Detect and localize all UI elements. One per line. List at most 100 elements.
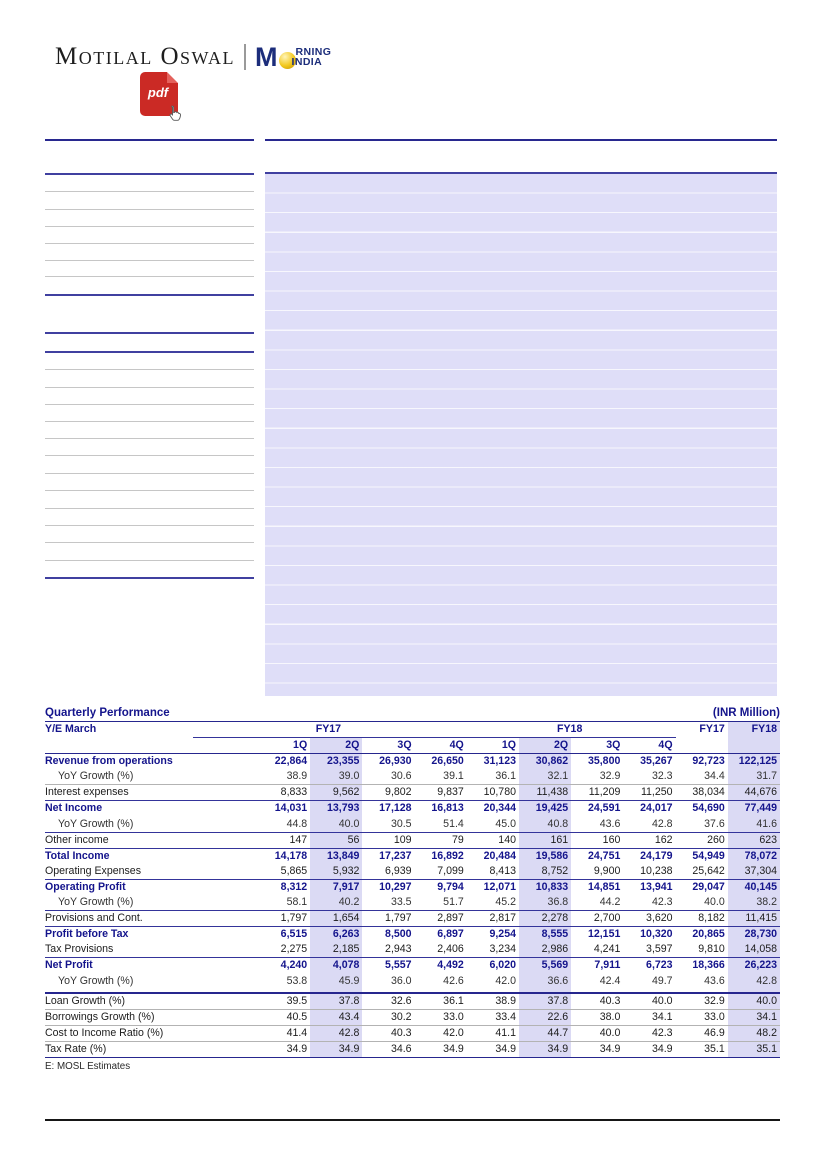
cell-value: 23,355	[310, 753, 363, 770]
cell-value: 42.6	[414, 973, 467, 994]
cell-value: 6,897	[437, 928, 464, 941]
cell-value: 11,438	[518, 784, 572, 802]
table-row: Profit before Tax 6,515 6,263 8,500 6,897 9,2…	[45, 926, 780, 943]
cell-value: 38.2	[727, 895, 780, 912]
group-header-fy18: FY18	[466, 722, 676, 739]
redacted-block-top-rule	[265, 172, 777, 174]
header-rule-left	[45, 139, 254, 142]
cell-value: 7,911	[594, 959, 621, 972]
cell-value: 10,833	[518, 879, 572, 896]
cell-value: 24,591	[587, 802, 621, 815]
redacted-line	[45, 508, 254, 510]
cell-value: 6,723	[646, 959, 673, 972]
row-label: Loan Growth (%)	[45, 992, 258, 1010]
row-label: Interest expenses	[45, 784, 258, 802]
cell-value: 17,237	[379, 849, 412, 862]
cell-value: 40.8	[518, 816, 572, 833]
cell-value: 42.8	[310, 1025, 363, 1042]
cell-value: 12,071	[483, 880, 516, 893]
quarter-header: 2Q	[310, 737, 363, 755]
cell-value: 36.1	[466, 769, 519, 786]
table-row: Operating Profit 8,312 7,917 10,297 9,794 12,…	[45, 879, 780, 896]
cell-value: 4,078	[310, 957, 363, 974]
cell-value: 8,182	[675, 910, 728, 928]
cell-value: 42.4	[571, 973, 624, 994]
redacted-line	[45, 542, 254, 544]
cell-value: 36.0	[362, 973, 415, 994]
cell-value: 1,654	[310, 910, 363, 928]
cell-value: 11,250	[623, 784, 676, 802]
cell-value: 40.0	[623, 992, 676, 1010]
cell-value: 14,031	[274, 802, 308, 815]
table-row: Tax Provisions 2,275 2,185 2,943 2,406 3,234 2…	[45, 942, 780, 959]
cell-value: 3,597	[623, 942, 676, 959]
redacted-line	[45, 226, 254, 228]
cell-value: 31.7	[727, 769, 780, 786]
cell-value: 34.9	[258, 1041, 311, 1058]
cell-value: 44.2	[571, 895, 624, 912]
cell-value: 46.9	[675, 1025, 728, 1042]
motilal-oswal-logo: Motilal Oswal M RNING INDIA	[55, 42, 331, 72]
quarter-header: 2Q	[518, 737, 572, 755]
group-header-fy17: FY17	[193, 722, 467, 739]
row-label: Other income	[45, 832, 258, 849]
cell-value: 20,344	[483, 802, 516, 815]
row-label: Cost to Income Ratio (%)	[45, 1025, 258, 1042]
cell-value: 34.9	[623, 1041, 676, 1058]
row-label: YoY Growth (%)	[45, 973, 258, 994]
cell-value: 2,185	[310, 942, 363, 959]
cell-value: 140	[466, 832, 519, 849]
table-row: Net Income 14,031 13,793 17,128 16,813 20,344…	[45, 800, 780, 817]
redacted-line	[45, 276, 254, 278]
morning-india-logo: M RNING INDIA	[255, 42, 331, 72]
cell-value: 41.6	[727, 816, 780, 833]
morning-m-letter: M	[255, 42, 278, 72]
cell-value: 37.6	[675, 816, 728, 833]
cell-value: 17,128	[379, 802, 412, 815]
cell-value: 20,865	[692, 928, 725, 941]
cell-value: 35,800	[587, 755, 621, 768]
cell-value: 4,241	[571, 942, 624, 959]
cell-value: 24,017	[640, 802, 673, 815]
cell-value: 1,797	[362, 910, 415, 928]
cell-value: 10,320	[640, 928, 673, 941]
table-row: Provisions and Cont. 1,797 1,654 1,797 2,897…	[45, 910, 780, 928]
cell-value: 22,864	[274, 755, 308, 768]
cell-value: 56	[310, 832, 363, 849]
table-row: YoY Growth (%) 38.9 39.0 30.6 39.1 36.1 32.1 32…	[45, 769, 780, 786]
cell-value: 26,223	[727, 957, 780, 974]
cell-value: 3,234	[466, 942, 519, 959]
pdf-download-icon[interactable]: pdf	[140, 72, 181, 121]
cell-value: 34.9	[414, 1041, 467, 1058]
cell-value: 33.0	[675, 1009, 728, 1026]
cell-value: 40.5	[258, 1009, 311, 1026]
table-row: Cost to Income Ratio (%) 41.4 42.8 40.3 42.0…	[45, 1025, 780, 1042]
morning-word-bottom: INDIA	[291, 56, 323, 68]
cell-value: 41.4	[258, 1025, 311, 1042]
cell-value: 34.9	[310, 1041, 363, 1058]
quarter-header: 4Q	[623, 737, 676, 755]
sun-icon	[278, 51, 296, 69]
cell-value: 13,941	[640, 880, 673, 893]
redacted-line	[45, 421, 254, 423]
axis-label: Y/E March	[45, 723, 97, 736]
cell-value: 36.6	[518, 973, 572, 994]
cell-value: 32.1	[518, 769, 572, 786]
cell-value: 39.0	[310, 769, 363, 786]
redacted-line	[45, 351, 254, 353]
cell-value: 32.9	[571, 769, 624, 786]
cell-value: 4,492	[437, 959, 464, 972]
cell-value: 40.0	[310, 816, 363, 833]
row-label: YoY Growth (%)	[45, 769, 258, 786]
table-row: YoY Growth (%) 44.8 40.0 30.5 51.4 45.0 40.8 43…	[45, 816, 780, 833]
cell-value: 12,151	[587, 928, 621, 941]
cell-value: 9,802	[362, 784, 415, 802]
cell-value: 44.7	[518, 1025, 572, 1042]
redacted-line	[45, 404, 254, 406]
cell-value: 11,209	[571, 784, 624, 802]
cell-value: 35.1	[727, 1041, 780, 1058]
cell-value: 9,900	[571, 863, 624, 880]
cell-value: 49.7	[623, 973, 676, 994]
row-label: Revenue from operations	[45, 755, 173, 768]
